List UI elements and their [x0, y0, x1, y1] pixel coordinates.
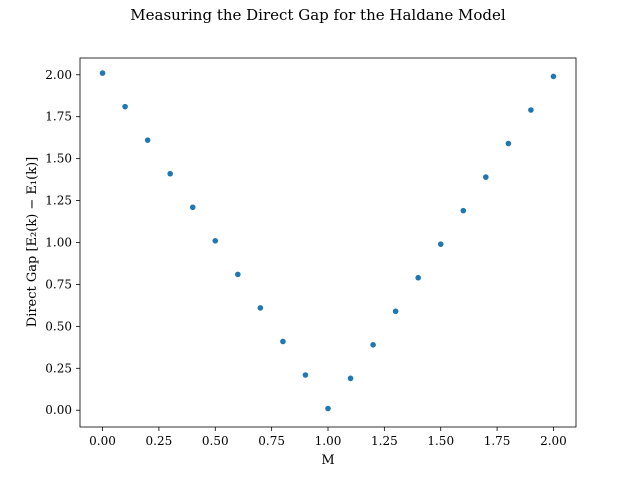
axes-frame: [79, 57, 577, 428]
data-point: [392, 308, 399, 315]
x-tick-label: 0.25: [146, 434, 173, 448]
y-tick-label: 0.75: [45, 277, 72, 291]
data-point: [325, 405, 331, 412]
y-tick-label: 0.25: [45, 361, 72, 375]
y-tick-label: 1.75: [45, 110, 72, 124]
x-tick-label: 1.75: [484, 434, 511, 448]
y-axis: 0.00 0.25 0.50 0.75 1.00 1.25 1.50 1.75 2.00: [45, 68, 80, 417]
data-point: [167, 170, 173, 177]
x-tick-label: 1.50: [427, 434, 454, 448]
x-axis-label: M: [321, 453, 334, 468]
data-point: [528, 107, 534, 113]
y-tick-label: 1.50: [45, 152, 72, 166]
data-point: [483, 174, 489, 180]
data-point: [122, 103, 128, 110]
data-point: [189, 204, 196, 211]
x-tick-label: 2.00: [540, 434, 567, 448]
data-point: [144, 137, 151, 143]
x-tick-label: 1.25: [371, 434, 398, 448]
x-tick-label: 0.75: [258, 434, 285, 448]
y-tick-label: 0.00: [45, 403, 72, 417]
data-point: [415, 274, 421, 281]
data-point: [370, 342, 376, 348]
x-tick-label: 0.50: [202, 434, 229, 448]
data-point: [99, 70, 106, 76]
chart-title: Measuring the Direct Gap for the Haldane…: [130, 6, 506, 24]
y-axis-label: Direct Gap [E₂(k) − E₁(k)]: [25, 157, 40, 327]
data-points: [99, 70, 557, 412]
y-tick-label: 2.00: [45, 68, 72, 82]
y-tick-label: 1.00: [45, 236, 72, 250]
data-point: [280, 338, 286, 345]
data-point: [437, 241, 444, 247]
data-point: [347, 375, 354, 382]
data-point: [212, 238, 219, 244]
x-axis: 0.00 0.25 0.50 0.75 1.00 1.25 1.50 1.75 2.00: [89, 427, 567, 448]
data-point: [550, 73, 557, 80]
x-tick-label: 0.00: [89, 434, 116, 448]
y-tick-label: 1.25: [45, 194, 72, 208]
data-point: [460, 207, 467, 214]
data-point: [505, 140, 512, 147]
data-point: [257, 305, 264, 311]
x-tick-label: 1.00: [315, 434, 342, 448]
data-point: [235, 271, 241, 278]
data-point: [302, 372, 309, 378]
plot-area: [79, 57, 577, 428]
y-tick-label: 0.50: [45, 319, 72, 333]
